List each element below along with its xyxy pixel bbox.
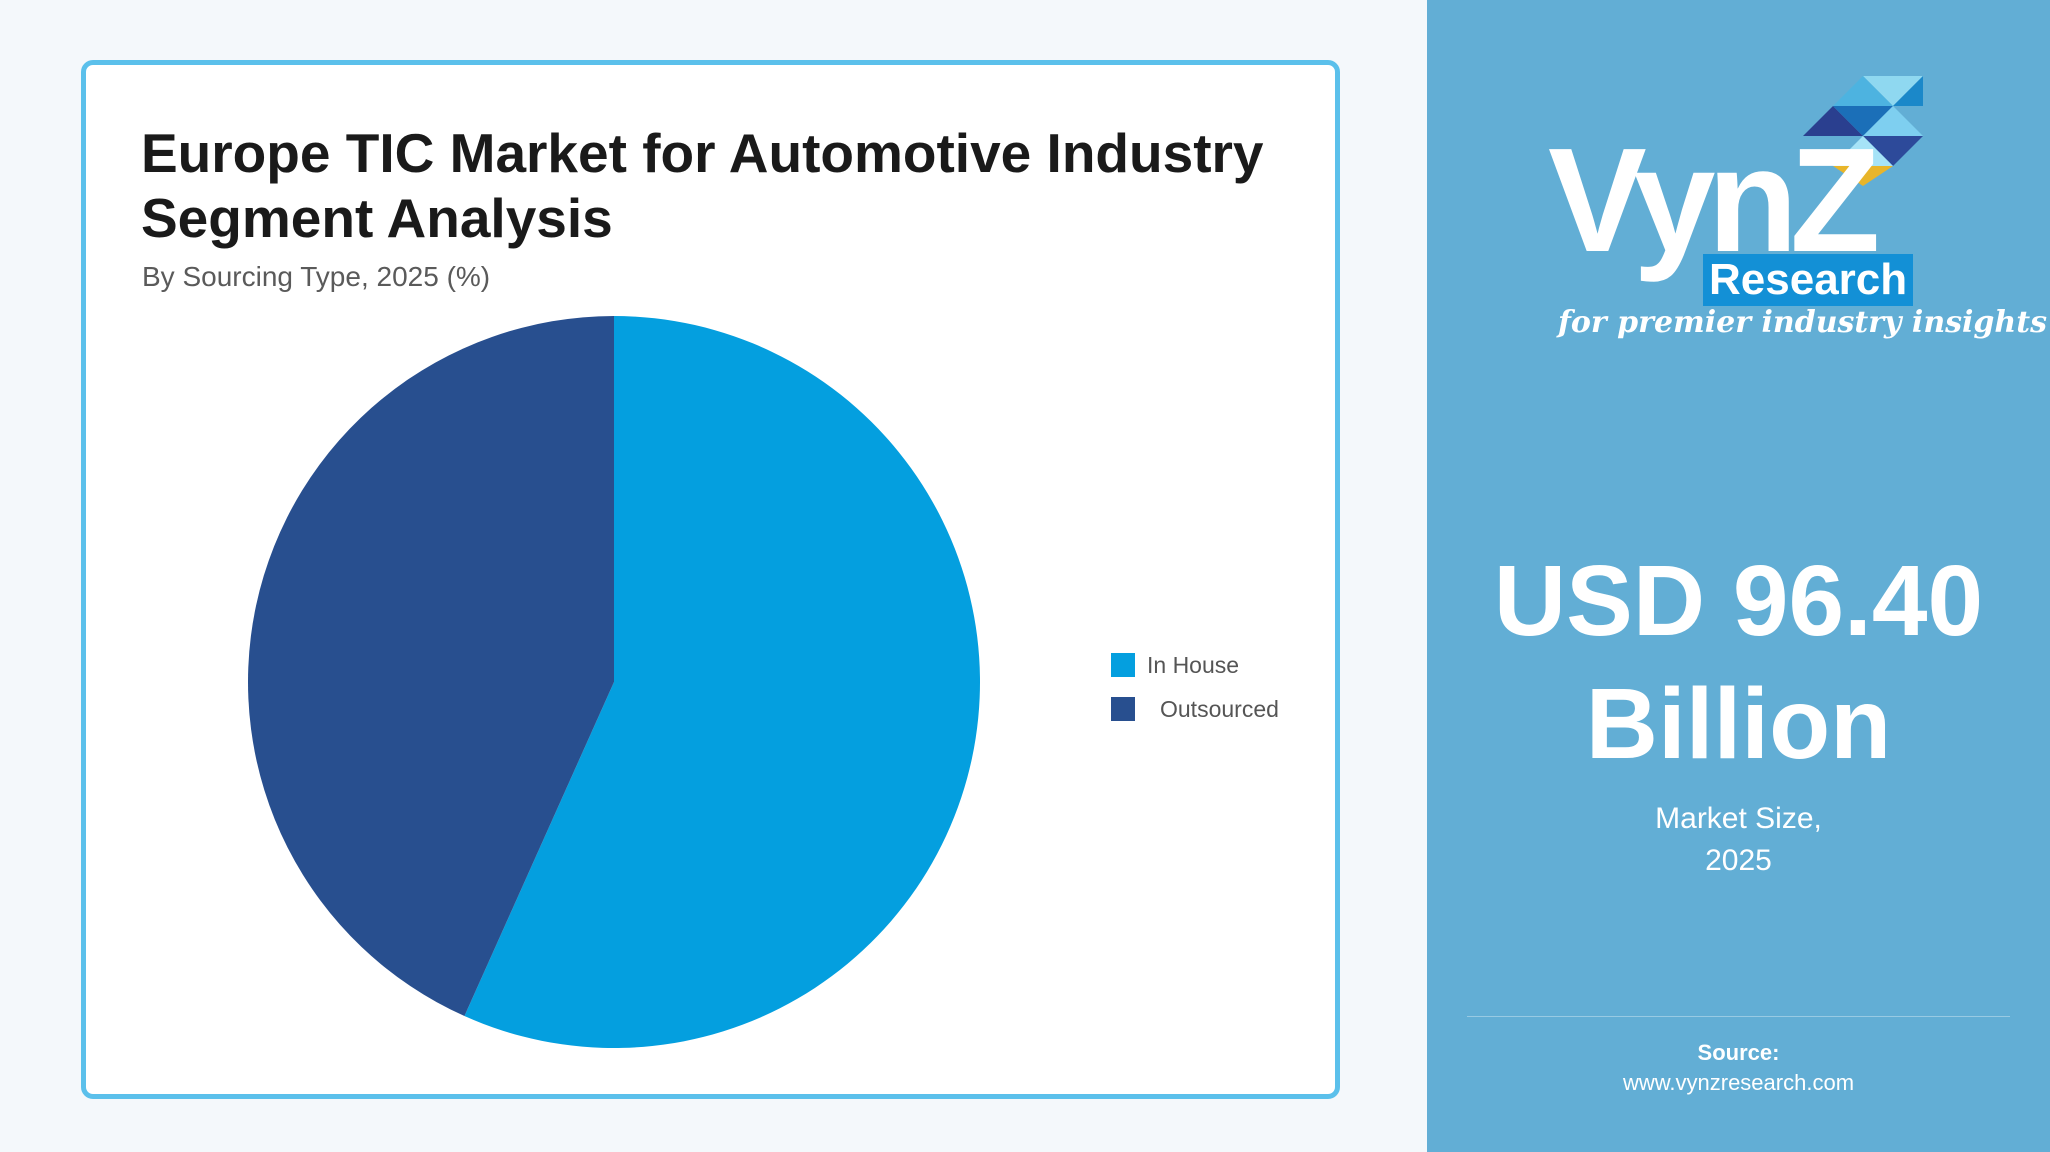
pie-slice-in-house[interactable] <box>464 316 981 1048</box>
legend-swatch-in-house <box>1111 653 1135 677</box>
chart-subtitle: By Sourcing Type, 2025 (%) <box>142 261 491 292</box>
source-url-link[interactable]: www.vynzresearch.com <box>1622 1070 1855 1095</box>
chart-legend: In House Outsourced <box>1111 643 1279 731</box>
logo-triangles-icon <box>1803 76 1923 186</box>
legend-item-outsourced[interactable]: Outsourced <box>1111 687 1279 731</box>
logo-research-badge: Research <box>1703 254 1914 306</box>
logo-tagline: for premier industry insights <box>1558 305 2047 340</box>
market-caption-year: 2025 <box>1705 844 1772 877</box>
divider <box>1467 1016 2010 1017</box>
legend-item-in-house[interactable]: In House <box>1111 643 1279 687</box>
source-block: Source: www.vynzresearch.com <box>1427 1038 2050 1098</box>
market-size-caption: Market Size, 2025 <box>1427 798 2050 882</box>
legend-swatch-outsourced <box>1111 697 1135 721</box>
market-caption-label: Market Size, <box>1655 802 1822 835</box>
legend-label-in-house: In House <box>1147 651 1240 678</box>
pie-chart <box>248 316 981 1048</box>
source-label: Source: <box>1697 1040 1780 1065</box>
logo-wordmark: VynZ <box>1548 118 1880 283</box>
market-size-value: USD 96.40 Billion <box>1427 540 2050 786</box>
vynz-research-logo[interactable]: VynZ Research for premier industry insig… <box>1548 76 2047 352</box>
market-value-unit: Billion <box>1585 668 1892 780</box>
legend-label-outsourced: Outsourced <box>1160 695 1279 722</box>
chart-title: Europe TIC Market for Automotive Industr… <box>141 122 1264 249</box>
chart-card: Europe TIC Market for Automotive Industr… <box>81 60 1340 1099</box>
market-value-amount: USD 96.40 <box>1493 545 1984 657</box>
side-panel <box>1427 0 2050 1152</box>
pie-slice-outsourced[interactable] <box>248 316 614 1017</box>
